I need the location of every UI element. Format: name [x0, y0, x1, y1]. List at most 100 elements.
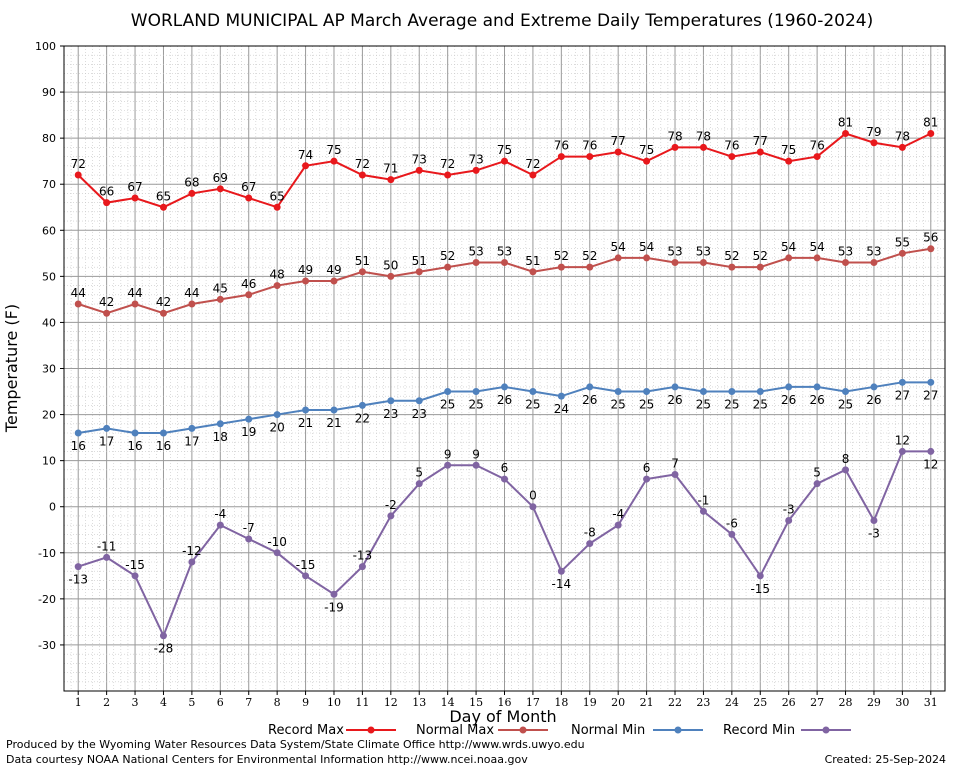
data-label: 65 [270, 189, 285, 203]
data-point [245, 415, 253, 423]
data-point [245, 535, 253, 543]
data-label: -4 [612, 507, 624, 521]
data-point [159, 429, 167, 437]
data-point [74, 563, 82, 571]
data-label: 81 [923, 116, 938, 130]
data-point [728, 263, 736, 271]
legend-label: Record Min [723, 723, 795, 738]
data-point [643, 157, 651, 165]
data-point [302, 572, 310, 580]
x-tick-label: 24 [725, 696, 739, 709]
data-point [813, 383, 821, 391]
x-tick-label: 12 [384, 696, 398, 709]
data-point [444, 388, 452, 396]
data-label: 6 [501, 461, 509, 475]
data-point [501, 157, 508, 165]
y-axis-label: Temperature (F) [2, 304, 21, 433]
data-point [699, 259, 707, 267]
x-tick-label: 1 [75, 696, 82, 709]
data-label: -28 [154, 642, 174, 656]
data-point [842, 388, 850, 396]
data-point [74, 171, 82, 179]
data-label: 25 [468, 398, 483, 412]
data-point [330, 590, 338, 598]
legend-label: Record Max [268, 723, 344, 738]
data-label: 22 [355, 411, 370, 425]
data-label: -1 [697, 493, 709, 507]
data-label: -13 [68, 573, 88, 587]
series-normal-max: 44 42 44 42 44 45 46 48 49 49 51 50 51 52 53 53 51 52 52 54… [71, 231, 938, 317]
data-label: 54 [781, 240, 796, 254]
data-label: 49 [326, 263, 341, 277]
data-point [785, 517, 793, 525]
y-tick-label: 0 [49, 501, 56, 514]
x-tick-label: 3 [132, 696, 139, 709]
data-point [927, 130, 935, 138]
data-label: 16 [156, 439, 171, 453]
data-point [103, 199, 111, 207]
data-label: 66 [99, 185, 114, 199]
x-tick-label: 28 [839, 696, 853, 709]
data-label: 24 [554, 402, 569, 416]
x-tick-label: 25 [753, 696, 767, 709]
data-point [756, 263, 764, 271]
y-tick-label: 80 [42, 132, 56, 145]
data-point [898, 447, 906, 455]
x-tick-label: 26 [782, 696, 796, 709]
data-point [898, 143, 906, 151]
x-tick-label: 21 [640, 696, 654, 709]
data-point [671, 259, 679, 267]
y-tick-label: 100 [35, 40, 56, 53]
data-label: 55 [895, 235, 910, 249]
footer-produced-by: Produced by the Wyoming Water Resources … [6, 738, 585, 751]
x-tick-label: 17 [526, 696, 540, 709]
legend-swatch-marker [367, 726, 375, 734]
data-label: 52 [724, 249, 739, 263]
data-point [671, 383, 679, 391]
x-tick-label: 18 [554, 696, 568, 709]
data-point [927, 447, 935, 455]
data-label: 0 [529, 489, 537, 503]
data-point [387, 397, 395, 405]
data-label: -15 [296, 558, 316, 572]
data-label: -7 [243, 521, 255, 535]
data-point [273, 203, 281, 211]
x-tick-label: 23 [696, 696, 710, 709]
data-label: 79 [866, 125, 881, 139]
data-point [756, 572, 764, 580]
data-point [870, 259, 878, 267]
data-label: 6 [643, 461, 651, 475]
data-point [842, 466, 850, 474]
series-record-min: -13-11-15-28-12-4-7-10-15-19-13-259 960-1… [68, 433, 938, 655]
data-point [103, 424, 111, 432]
x-tick-label: 27 [810, 696, 824, 709]
data-point [103, 553, 111, 561]
data-point [188, 300, 196, 308]
data-point [898, 378, 906, 386]
data-label: 45 [213, 281, 228, 295]
data-label: 73 [412, 152, 427, 166]
data-point [216, 521, 224, 529]
data-point [785, 254, 793, 262]
x-tick-label: 11 [355, 696, 369, 709]
data-point [557, 567, 565, 575]
data-point [870, 517, 878, 525]
x-tick-label: 31 [924, 696, 938, 709]
x-tick-label: 10 [327, 696, 341, 709]
data-label: 44 [127, 286, 142, 300]
data-label: 23 [383, 407, 398, 421]
data-point [785, 383, 793, 391]
data-point [728, 153, 736, 161]
y-tick-label: 90 [42, 86, 56, 99]
data-point [501, 383, 508, 391]
data-point [586, 263, 594, 271]
data-label: 81 [838, 116, 853, 130]
data-point [643, 475, 651, 483]
data-point [557, 263, 565, 271]
data-point [614, 254, 622, 262]
data-point [188, 558, 196, 566]
data-label: 21 [298, 416, 313, 430]
data-point [756, 148, 764, 156]
data-label: -13 [353, 549, 373, 563]
